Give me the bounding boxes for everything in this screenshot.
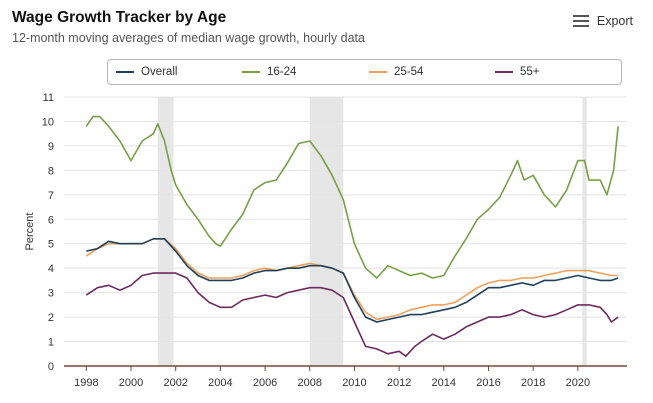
legend-swatch bbox=[116, 71, 134, 73]
x-tick-label: 2006 bbox=[253, 377, 277, 389]
y-tick-label: 0 bbox=[48, 361, 54, 373]
y-axis-label: Percent bbox=[24, 213, 36, 251]
legend-label: Overall bbox=[141, 66, 178, 78]
y-tick-label: 9 bbox=[48, 141, 54, 153]
x-tick-label: 2012 bbox=[387, 377, 411, 389]
chart-subtitle: 12-month moving averages of median wage … bbox=[12, 31, 365, 45]
y-tick-label: 7 bbox=[48, 190, 54, 202]
chart-title: Wage Growth Tracker by Age bbox=[12, 9, 227, 26]
legend-item-55+[interactable]: 55+ bbox=[495, 60, 540, 84]
shaded-period-2 bbox=[582, 97, 587, 366]
chart-legend: Overall 16-24 25-54 55+ bbox=[107, 59, 622, 85]
legend-item-25-54[interactable]: 25-54 bbox=[369, 60, 423, 84]
shaded-period-0 bbox=[157, 97, 174, 366]
export-label: Export bbox=[596, 14, 633, 28]
series-line-55+[interactable] bbox=[85, 272, 619, 357]
legend-item-Overall[interactable]: Overall bbox=[116, 60, 177, 84]
x-tick-label: 2010 bbox=[342, 377, 366, 389]
hamburger-menu-icon bbox=[572, 15, 589, 27]
y-tick-label: 5 bbox=[48, 239, 54, 251]
y-tick-label: 11 bbox=[43, 92, 54, 104]
y-tick-label: 1 bbox=[48, 337, 54, 349]
x-tick-label: 2004 bbox=[208, 377, 232, 389]
y-tick-label: 10 bbox=[42, 116, 54, 128]
export-button[interactable]: Export bbox=[572, 14, 633, 28]
legend-item-16-24[interactable]: 16-24 bbox=[242, 60, 296, 84]
y-tick-label: 4 bbox=[48, 263, 54, 275]
series-line-25-54[interactable] bbox=[85, 238, 619, 321]
x-tick-label: 1998 bbox=[74, 377, 98, 389]
x-tick-label: 2000 bbox=[119, 377, 143, 389]
y-tick-label: 3 bbox=[48, 288, 54, 300]
series-line-16-24[interactable] bbox=[85, 115, 619, 279]
legend-swatch bbox=[242, 71, 260, 73]
x-tick-label: 2018 bbox=[521, 377, 545, 389]
y-tick-label: 2 bbox=[48, 312, 54, 324]
legend-swatch bbox=[495, 71, 513, 73]
x-tick-label: 2002 bbox=[163, 377, 187, 389]
x-tick-label: 2008 bbox=[298, 377, 322, 389]
y-tick-label: 8 bbox=[48, 165, 54, 177]
shaded-period-1 bbox=[309, 97, 344, 366]
x-tick-label: 2016 bbox=[476, 377, 500, 389]
legend-label: 25-54 bbox=[394, 66, 424, 78]
y-tick-label: 6 bbox=[48, 214, 54, 226]
legend-label: 55+ bbox=[520, 66, 540, 78]
legend-swatch bbox=[369, 71, 387, 73]
x-tick-label: 2020 bbox=[566, 377, 590, 389]
series-line-Overall[interactable] bbox=[86, 238, 619, 323]
x-tick-label: 2014 bbox=[432, 377, 456, 389]
legend-label: 16-24 bbox=[267, 66, 297, 78]
